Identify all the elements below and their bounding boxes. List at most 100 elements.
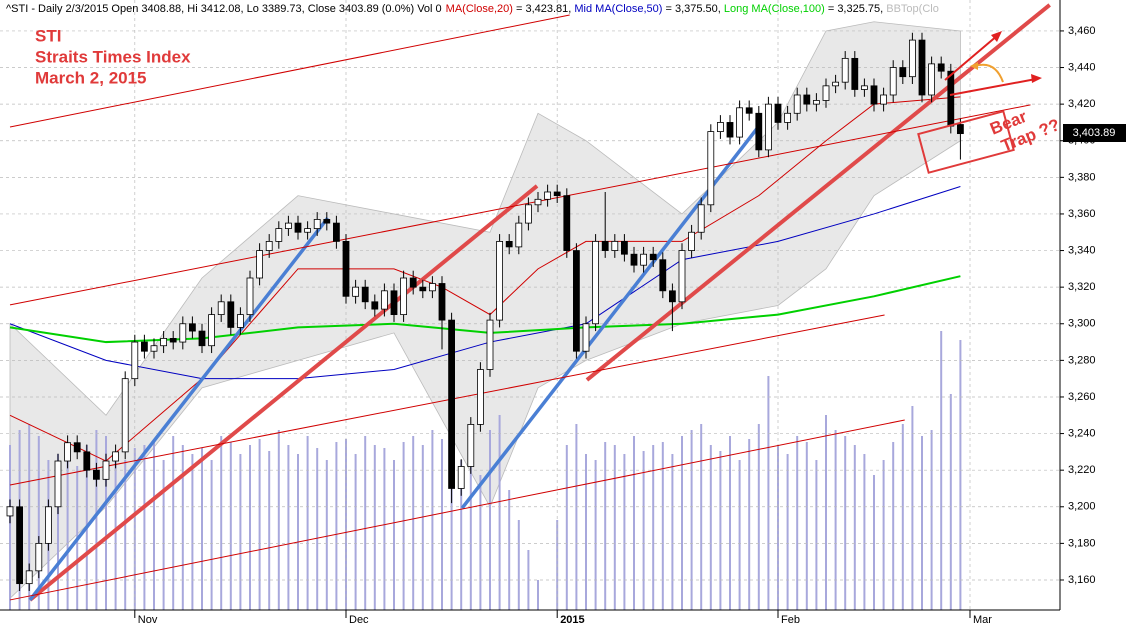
header: ^STI - Daily 2/3/2015 Open 3408.88, Hi 3… [6,3,939,15]
y-tick-label: 3,340 [1068,244,1096,256]
candle-body [313,219,321,229]
volume-bar [498,415,501,610]
y-tick-label: 3,320 [1068,281,1096,293]
arrow [949,78,1037,96]
candle-body [544,191,552,200]
header-info: ^STI - Daily 2/3/2015 Open 3408.88, Hi 3… [6,3,442,15]
trap-box [917,110,1015,174]
y-tick-label: 3,460 [1068,25,1096,37]
candle-body [141,341,148,352]
legend-name: Long MA(Close,100) [724,3,825,15]
volume-bar [95,430,98,610]
volume-bar [873,475,876,610]
candle-body [333,222,340,242]
volume-bar [201,448,204,610]
volume-bar [652,445,655,610]
volume-bar [479,475,482,610]
candle-body [611,241,619,251]
candle-body [467,424,475,467]
candle-body [899,67,907,78]
candle-body [745,107,753,114]
legend-value: = 3,375.50, [662,3,723,15]
volume-bar [268,451,271,610]
volume-bar [489,430,492,610]
candle-body [813,100,820,105]
candle-body [851,57,859,90]
trend-line [585,3,1051,382]
y-tick-label: 3,360 [1068,208,1096,220]
arrow-head [970,62,978,70]
volume-bar [709,445,712,610]
candle-body [832,81,840,87]
candle-body [304,228,312,233]
axis-layer: 3,160 3,180 3,200 3,220 3,240 3,260 3,280 3,300… [0,0,1096,626]
annotation: Straits Times Index [35,47,191,66]
volume-bar [517,520,520,610]
candle-body [371,301,379,310]
candle-body [457,466,465,489]
candle-body [477,369,484,425]
candle-body [352,286,360,297]
volume-bar [28,424,31,610]
y-tick-label: 3,380 [1068,171,1096,183]
volume-bar [325,460,328,610]
candle-body [189,323,196,332]
trend-line [9,419,905,601]
candle-body [400,277,408,316]
candle-body [505,241,513,248]
candle-body [381,290,388,310]
volume-bar [805,442,808,610]
candle-body [918,39,926,96]
candle-body [227,301,235,328]
candle-body [534,198,542,206]
candle-body [889,67,897,96]
candle-body [64,442,72,462]
arrow [944,34,999,81]
volume-bar [623,454,626,610]
legend-name: BBTop(Clo [886,3,939,15]
volume-bar [383,448,386,610]
grid-layer [0,0,1060,610]
candle-body [755,112,763,151]
volume-bar [297,454,300,610]
candle-body [640,253,648,266]
volume-bar [450,454,453,610]
candle-body [784,112,792,123]
volume-bar [767,376,770,610]
volume-bar [412,436,415,610]
volume-bar [421,445,424,610]
volume-bar [777,445,780,610]
volume-bar [373,445,376,610]
legend-value: = 3,423.81, [513,3,574,15]
candle-body [73,442,81,453]
candle-body [198,330,206,347]
candle-body [16,506,24,585]
candle-body [208,314,216,347]
volume-bar [633,436,636,610]
volume-bar [316,448,319,610]
candle-body [736,107,744,138]
candle-body [678,250,686,303]
volume-bar [277,430,280,610]
annotation: March 2, 2015 [35,68,147,87]
candle-body [102,460,110,480]
candle-body [83,451,91,471]
candle-body [160,338,168,347]
volume-bar [738,460,741,610]
candle-body [54,460,62,508]
volume-bar [930,430,933,610]
volume-bar [229,442,232,610]
volume-bar [105,436,108,610]
y-tick-label: 3,440 [1068,61,1096,73]
volume-bar [210,460,213,610]
volume-bar [729,436,732,610]
volume-bar [57,454,60,610]
y-tick-label: 3,160 [1068,574,1096,586]
candle-body [822,85,830,101]
volume-bar [9,445,12,610]
candle-body [928,63,936,96]
candle-body [6,506,14,517]
candle-body [774,103,782,123]
volume-layer [9,331,962,610]
candle-body [937,63,945,72]
